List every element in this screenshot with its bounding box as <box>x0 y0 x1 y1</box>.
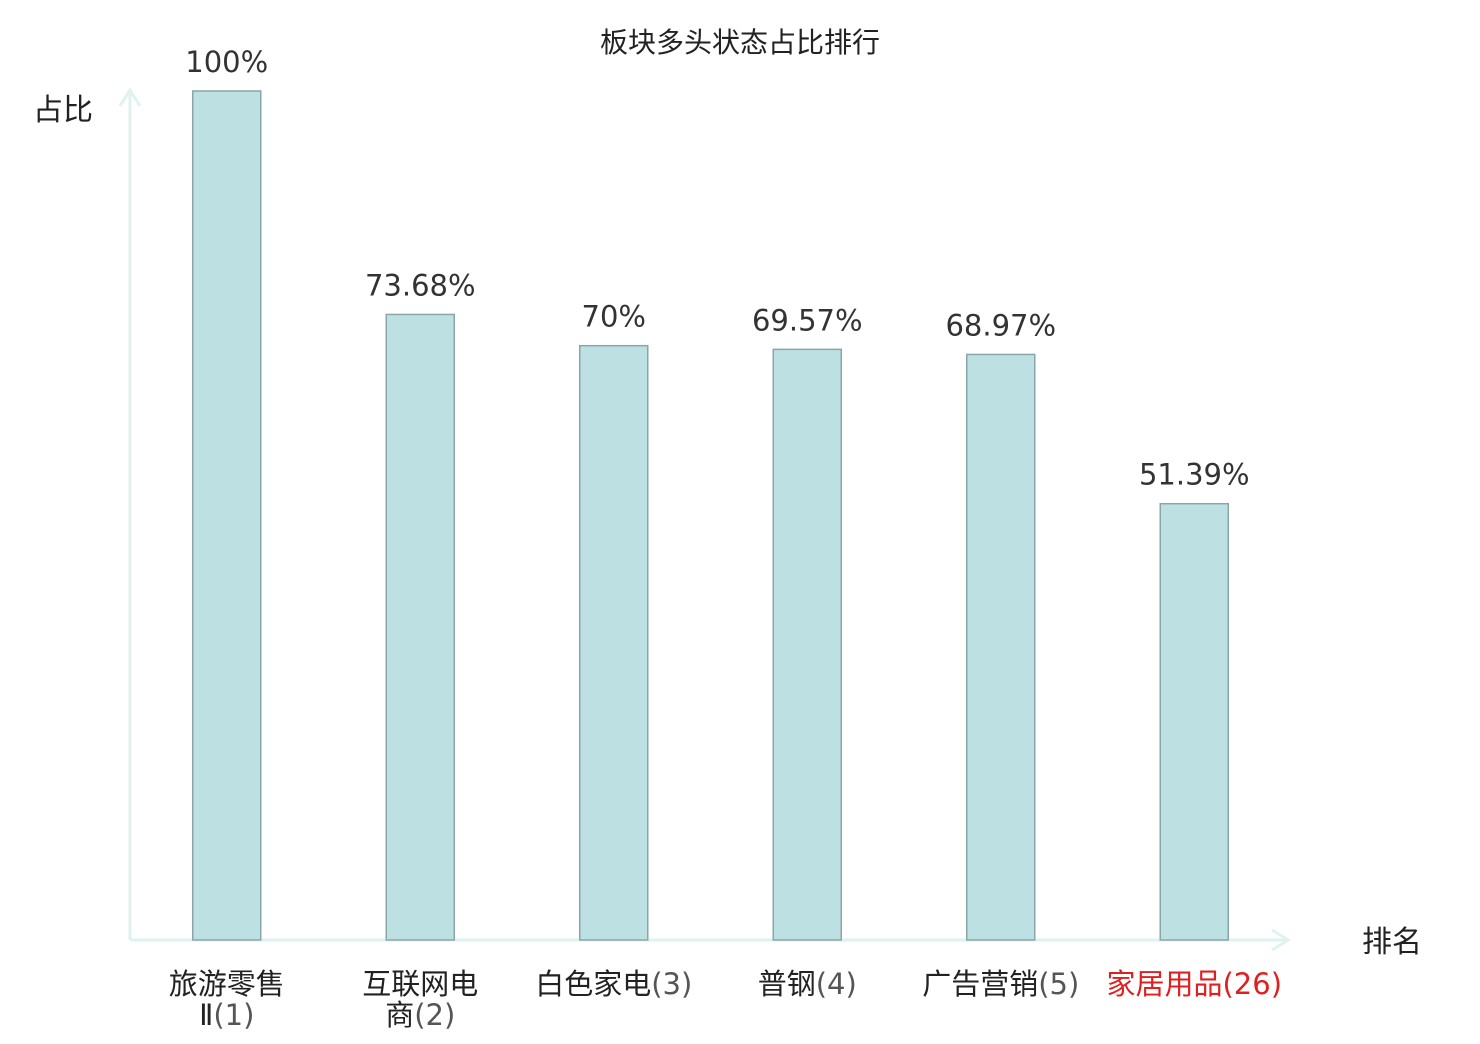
tick-label-rank: (26) <box>1222 967 1282 1001</box>
tick-label-part: 商 <box>385 998 414 1032</box>
tick-label: 旅游零售 <box>169 967 285 1001</box>
y-axis-label: 占比 <box>33 93 93 128</box>
x-axis-label: 排名 <box>1362 925 1422 960</box>
tick-label-part: 白色家电 <box>535 967 651 1001</box>
chart-title: 板块多头状态占比排行 <box>600 26 880 59</box>
x-axis-arrow <box>1271 928 1291 952</box>
tick-label-rank: (2) <box>414 998 455 1032</box>
tick-label: 普钢(4) <box>758 967 857 1001</box>
bar <box>385 313 455 941</box>
bar <box>1159 502 1229 941</box>
data-label: 69.57% <box>752 303 863 337</box>
data-label: 70% <box>582 300 646 334</box>
bar <box>579 344 649 941</box>
tick-label-rank: (5) <box>1038 967 1079 1001</box>
tick-label-part: Ⅱ <box>199 998 213 1032</box>
tick-label: 白色家电(3) <box>535 967 692 1001</box>
tick-label-rank: (3) <box>651 967 692 1001</box>
tick-label: 广告营销(5) <box>922 967 1079 1001</box>
tick-label-part: 家居用品 <box>1106 967 1222 1001</box>
tick-label-part: 普钢 <box>758 967 816 1001</box>
tick-label-rank: (4) <box>816 967 857 1001</box>
y-axis-arrow <box>118 87 142 107</box>
tick-label-rank: (1) <box>213 998 254 1032</box>
tick-label: 互联网电 <box>362 967 478 1001</box>
data-label: 68.97% <box>945 308 1056 342</box>
bars <box>192 90 1229 941</box>
data-label: 73.68% <box>365 268 476 302</box>
bar <box>192 90 262 941</box>
bar <box>966 353 1036 941</box>
value-labels: 100% 73.68% 70% 69.57% 68.97% 51.39% <box>185 45 1249 492</box>
tick-label-line2: 商(2) <box>385 998 455 1032</box>
data-label: 51.39% <box>1139 458 1250 492</box>
axes <box>118 87 1291 952</box>
tick-label: 家居用品(26) <box>1106 967 1282 1001</box>
tick-label-part: 广告营销 <box>922 967 1038 1001</box>
data-label: 100% <box>185 45 268 79</box>
tick-label-line2: Ⅱ(1) <box>199 998 254 1032</box>
bar <box>772 348 842 941</box>
